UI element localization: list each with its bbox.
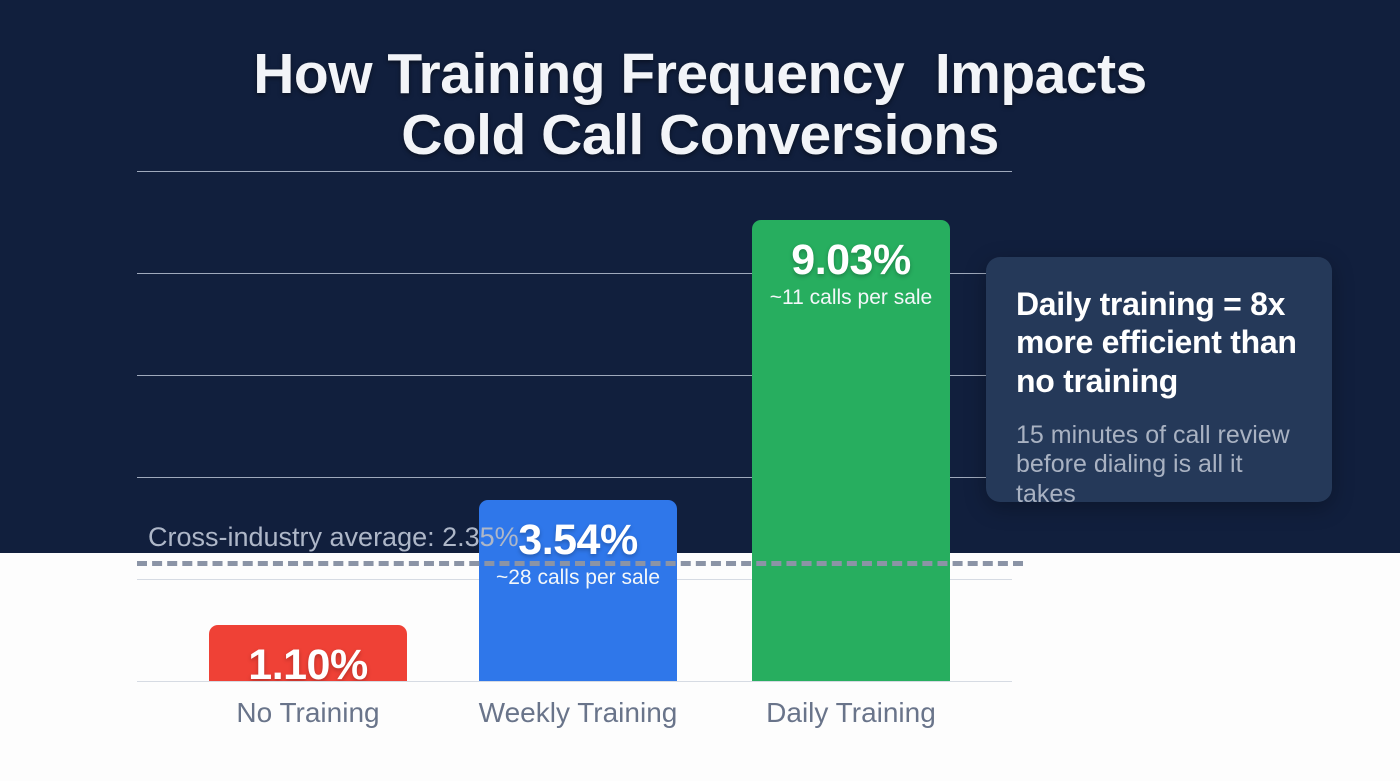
gridline-4 [137, 477, 1012, 478]
gridline-6 [137, 375, 1012, 376]
bar-daily-training[interactable]: 9.03% ~11 calls per sale [752, 220, 950, 681]
gridline-0 [137, 681, 1012, 682]
gridline-8 [137, 273, 1012, 274]
chart-title: How Training Frequency Impacts Cold Call… [253, 42, 1147, 167]
bar-sublabel: ~11 calls per sale [769, 286, 933, 310]
callout-subtext: 15 minutes of call review before dialing… [1016, 421, 1290, 508]
bar-value-label: 1.10% [248, 640, 368, 681]
insight-callout-panel: Daily training = 8x more efficient than … [986, 257, 1332, 508]
gridline-10 [137, 171, 1012, 172]
bar-sublabel: ~28 calls per sale [495, 566, 660, 590]
bar-value-label: 9.03% [791, 236, 911, 285]
benchmark-dashed-line [137, 561, 1023, 567]
bar-weekly-training[interactable]: 3.54% ~28 calls per sale [479, 500, 677, 681]
callout-headline: Daily training = 8x more efficient than … [1016, 286, 1297, 399]
bar-no-training[interactable]: 1.10%~91 calls per sale [209, 624, 407, 681]
x-axis-label-no-training: No Training [236, 697, 380, 728]
benchmark-label: Cross-industry average: 2.35% [148, 522, 519, 553]
x-axis-label-weekly-training: Weekly Training [478, 697, 678, 728]
bar-value-label: 3.54% [518, 516, 638, 565]
plot-area: 0%2%4%6%8%10%1.10%~91 calls per sale3.54… [137, 171, 1012, 682]
x-axis-label-daily-training: Daily Training [766, 697, 936, 728]
